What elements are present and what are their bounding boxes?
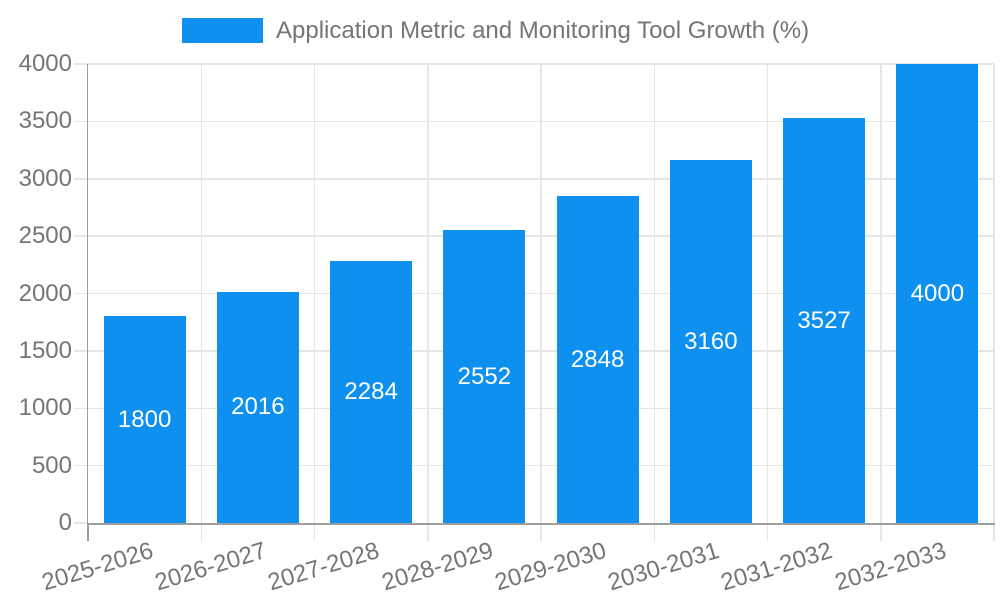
bar-value-label: 2016	[231, 393, 285, 421]
x-tick-label: 2030-2031	[604, 537, 723, 597]
bar-value-label: 3527	[797, 306, 851, 334]
x-axis-tick	[880, 523, 882, 541]
x-axis-tick	[540, 523, 542, 541]
gridline-vertical	[427, 64, 429, 523]
x-axis-tick	[653, 523, 655, 541]
legend-label: Application Metric and Monitoring Tool G…	[276, 17, 810, 44]
x-tick-label: 2027-2028	[265, 537, 383, 597]
bar: 4000	[896, 64, 979, 523]
bar: 2016	[216, 291, 299, 523]
y-tick-label: 1000	[18, 394, 72, 422]
x-tick-label: 2028-2029	[378, 537, 496, 597]
legend: Application Metric and Monitoring Tool G…	[182, 17, 809, 44]
y-axis-tick	[74, 235, 87, 237]
gridline-vertical	[313, 64, 316, 523]
x-tick-label: 2031-2032	[718, 537, 836, 597]
bar-value-label: 3160	[684, 327, 738, 355]
bar: 3160	[669, 160, 752, 523]
y-axis-tick	[74, 63, 87, 65]
bar-value-label: 2284	[344, 377, 398, 405]
bar: 2284	[330, 260, 413, 523]
x-axis-tick	[766, 523, 769, 541]
y-tick-label: 3500	[18, 107, 72, 135]
x-tick-label: 2032-2033	[831, 537, 949, 597]
bar: 2552	[443, 230, 526, 523]
y-tick-label: 4000	[18, 50, 72, 77]
x-axis-tick	[87, 523, 89, 541]
x-axis-line	[86, 523, 995, 525]
gridline-vertical	[766, 64, 769, 523]
gridline-vertical	[653, 64, 655, 523]
y-tick-label: 1500	[18, 336, 72, 364]
gridline-vertical	[993, 64, 995, 523]
bar-value-label: 4000	[910, 279, 965, 307]
y-tick-label: 2000	[18, 279, 72, 307]
y-tick-label: 2500	[18, 222, 72, 250]
y-axis-tick	[74, 407, 87, 409]
x-tick-label: 2026-2027	[151, 537, 270, 597]
bar: 1800	[103, 316, 186, 523]
gridline-vertical	[200, 64, 202, 523]
y-tick-label: 0	[58, 509, 72, 536]
bar-value-label: 2848	[570, 345, 625, 373]
x-axis-tick	[427, 523, 429, 541]
bar: 3527	[783, 118, 866, 523]
x-tick-label: 2029-2030	[491, 537, 610, 597]
y-tick-label: 500	[31, 451, 72, 479]
bar-value-label: 2552	[457, 362, 512, 390]
y-axis-tick	[74, 350, 87, 352]
x-axis-tick	[993, 523, 995, 541]
y-axis-tick	[74, 178, 87, 180]
y-axis-line	[86, 64, 88, 541]
y-axis-tick	[74, 292, 87, 295]
gridline-vertical	[540, 64, 542, 523]
plot-area: 1800 2016 2284 2552 2848 3160 3527 4000	[88, 63, 995, 523]
x-axis-tick	[200, 523, 202, 541]
bar: 2848	[556, 196, 639, 523]
x-tick-label: 2025-2026	[38, 537, 157, 597]
y-axis-tick	[74, 464, 87, 467]
x-axis-tick	[313, 523, 316, 541]
y-axis-tick	[74, 522, 87, 524]
bar-value-label: 1800	[117, 405, 172, 433]
gridline-vertical	[880, 64, 882, 523]
y-tick-label: 3000	[18, 164, 72, 192]
y-axis-tick	[74, 120, 87, 123]
legend-swatch	[182, 18, 263, 43]
